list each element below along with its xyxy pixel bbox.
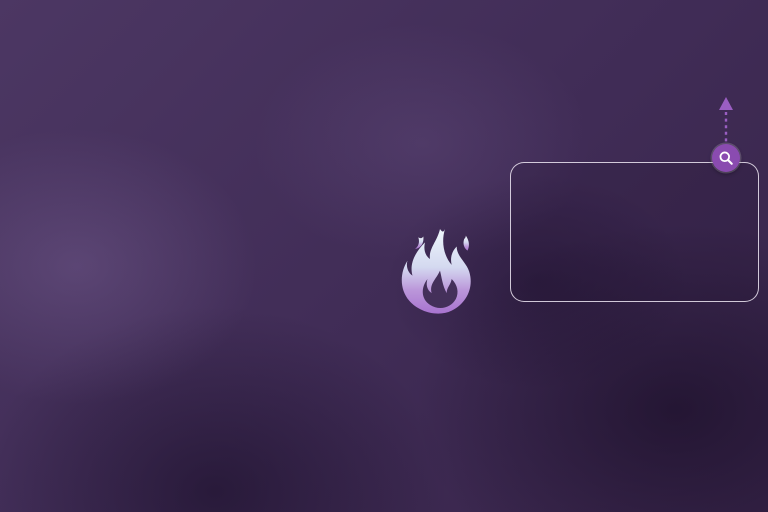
arrow-up-icon (719, 97, 733, 147)
magnifier-icon (712, 144, 740, 172)
mini-bar-chart-thumbnail (520, 176, 652, 290)
flame-icon (401, 229, 471, 314)
annotation-panel (510, 162, 759, 302)
